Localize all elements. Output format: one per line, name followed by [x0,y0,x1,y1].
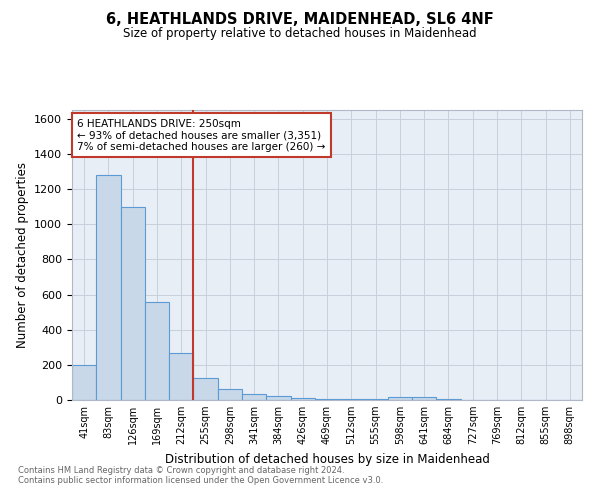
Bar [145,302,169,400]
Bar [339,399,364,400]
Text: 6, HEATHLANDS DRIVE, MAIDENHEAD, SL6 4NF: 6, HEATHLANDS DRIVE, MAIDENHEAD, SL6 4NF [106,12,494,28]
Bar [193,378,218,400]
Bar [266,396,290,400]
Bar [96,175,121,400]
Bar [218,388,242,400]
Text: Contains HM Land Registry data © Crown copyright and database right 2024.
Contai: Contains HM Land Registry data © Crown c… [18,466,383,485]
Bar [412,398,436,400]
Bar [169,352,193,400]
Bar [121,206,145,400]
Bar [315,399,339,400]
Bar [364,399,388,400]
Bar [436,399,461,400]
Bar [388,398,412,400]
Bar [72,365,96,400]
X-axis label: Distribution of detached houses by size in Maidenhead: Distribution of detached houses by size … [164,452,490,466]
Text: 6 HEATHLANDS DRIVE: 250sqm
← 93% of detached houses are smaller (3,351)
7% of se: 6 HEATHLANDS DRIVE: 250sqm ← 93% of deta… [77,118,325,152]
Text: Size of property relative to detached houses in Maidenhead: Size of property relative to detached ho… [123,28,477,40]
Bar [290,398,315,400]
Bar [242,394,266,400]
Y-axis label: Number of detached properties: Number of detached properties [16,162,29,348]
